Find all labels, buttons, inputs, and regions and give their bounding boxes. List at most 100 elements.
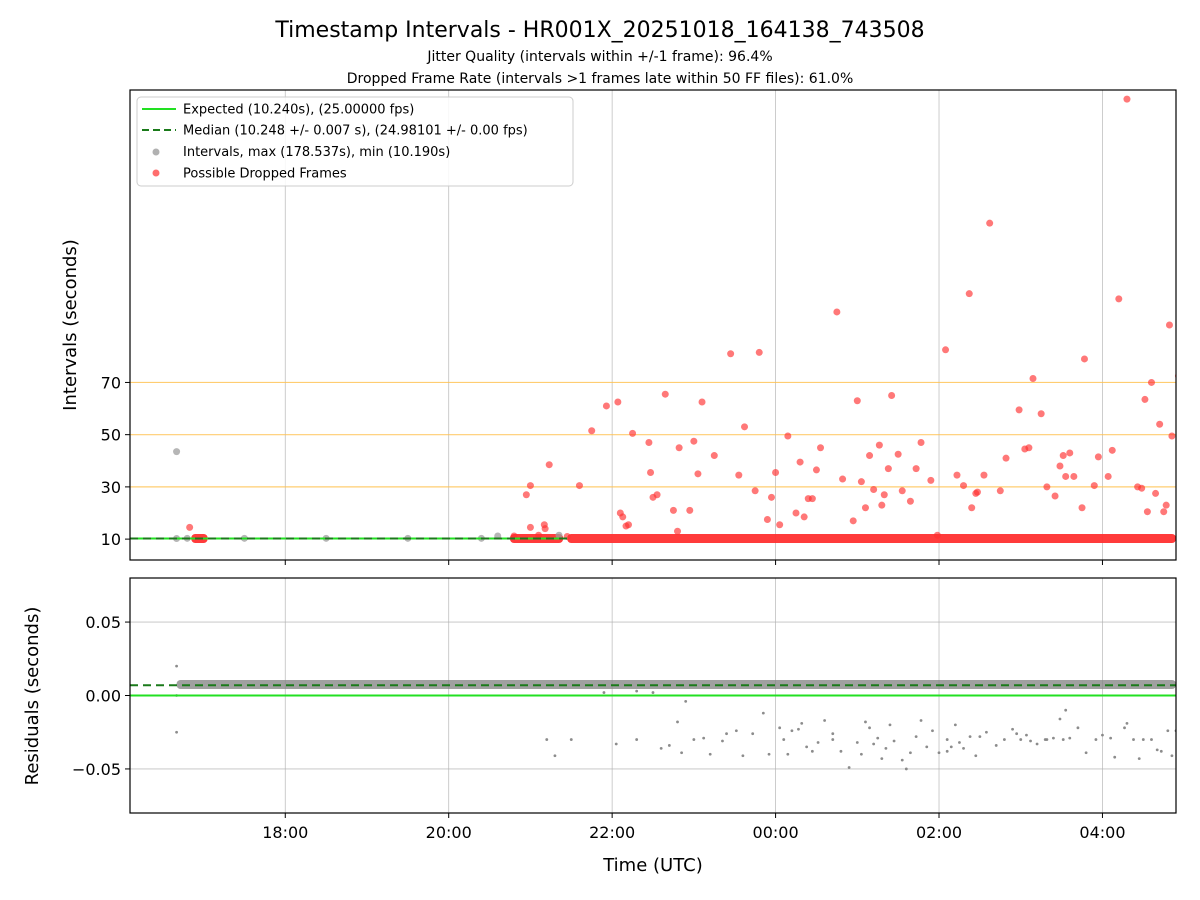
intervals-possible-dropped-frames-point-106 bbox=[1156, 420, 1164, 428]
residuals-residuals-point-5 bbox=[614, 742, 618, 746]
intervals-possible-dropped-frames-point-65 bbox=[912, 465, 920, 473]
residuals-residuals-point-55 bbox=[958, 741, 961, 744]
intervals-possible-dropped-frames-point-34 bbox=[741, 423, 749, 431]
intervals-possible-dropped-frames-point-43 bbox=[796, 458, 804, 466]
intervals-possible-dropped-frames-point-67 bbox=[927, 476, 935, 484]
x-axis-label: Time (UTC) bbox=[602, 855, 703, 876]
residuals-residuals-point-40 bbox=[880, 757, 884, 761]
residuals-residuals-point-53 bbox=[949, 745, 953, 749]
residuals-residuals-point-65 bbox=[1025, 733, 1028, 737]
intervals-possible-dropped-frames-point-63 bbox=[898, 487, 906, 495]
intervals-possible-dropped-frames-point-66 bbox=[917, 439, 925, 446]
intervals-possible-dropped-frames-point-4 bbox=[526, 523, 534, 531]
residuals-ytick-label-2: 0.05 bbox=[85, 613, 121, 632]
intervals-possible-dropped-frames-point-78 bbox=[996, 487, 1004, 495]
intervals-possible-dropped-frames-point-77 bbox=[986, 219, 994, 227]
intervals-ytick-label-3: 70 bbox=[101, 373, 121, 392]
intervals-possible-dropped-frames-point-62 bbox=[894, 450, 902, 458]
residuals-residuals-point-1 bbox=[175, 730, 178, 734]
intervals-possible-dropped-frames-point-57 bbox=[875, 441, 883, 449]
residuals-xtick-label-3: 00:00 bbox=[753, 823, 799, 842]
residuals-residuals-point-50 bbox=[931, 729, 934, 733]
residuals-residuals-point-19 bbox=[761, 711, 765, 715]
intervals-possible-dropped-frames-point-48 bbox=[817, 444, 825, 452]
intervals-possible-dropped-frames-point-79 bbox=[1002, 454, 1010, 462]
intervals-possible-dropped-frames-point-73 bbox=[968, 504, 976, 512]
residuals-residuals-point-80 bbox=[1132, 738, 1135, 741]
residuals-residuals-point-49 bbox=[925, 745, 929, 749]
residuals-residuals-point-6 bbox=[635, 738, 639, 741]
intervals-possible-dropped-frames-point-82 bbox=[1025, 444, 1033, 452]
intervals-possible-dropped-frames-point-13 bbox=[614, 398, 622, 406]
intervals-possible-dropped-frames-point-12 bbox=[602, 402, 610, 410]
intervals-possible-dropped-frames-point-42 bbox=[792, 509, 800, 517]
residuals-residuals-point-98 bbox=[651, 691, 655, 694]
intervals-possible-dropped-frames-point-46 bbox=[808, 495, 816, 503]
intervals-possible-dropped-frames-point-23 bbox=[661, 390, 669, 398]
residuals-residuals-point-91 bbox=[831, 738, 835, 741]
residuals-residuals-point-93 bbox=[1015, 732, 1019, 736]
intervals-possible-dropped-frames-point-40 bbox=[772, 469, 780, 477]
residuals-residuals-point-75 bbox=[1094, 738, 1098, 741]
residuals-residuals-point-72 bbox=[1068, 736, 1072, 740]
intervals-possible-dropped-frames-point-85 bbox=[1043, 483, 1051, 491]
residuals-residuals-point-82 bbox=[1141, 738, 1145, 741]
intervals-possible-dropped-frames-point-15 bbox=[619, 513, 627, 521]
residuals-residuals-point-24 bbox=[790, 729, 794, 733]
intervals-possible-dropped-frames-point-84 bbox=[1037, 410, 1045, 418]
chart-title: Timestamp Intervals - HR001X_20251018_16… bbox=[274, 18, 924, 43]
intervals-possible-dropped-frames-point-91 bbox=[1070, 472, 1078, 480]
intervals-possible-dropped-frames-point-0 bbox=[186, 523, 194, 531]
intervals-possible-dropped-frames-point-109 bbox=[1165, 321, 1173, 329]
residuals-residuals-point-26 bbox=[800, 722, 804, 725]
residuals-residuals-point-62 bbox=[1002, 738, 1006, 741]
residuals-residuals-point-46 bbox=[909, 751, 912, 755]
residuals-residuals-point-90 bbox=[725, 732, 728, 736]
residuals-residuals-point-3 bbox=[553, 754, 557, 758]
legend-box bbox=[136, 96, 574, 187]
residuals-xtick-label-4: 02:00 bbox=[916, 823, 962, 842]
intervals-possible-dropped-frames-point-93 bbox=[1080, 355, 1088, 363]
legend-intervals-marker bbox=[152, 148, 160, 156]
residuals-residuals-point-0 bbox=[175, 664, 178, 668]
residuals-residuals-point-83 bbox=[1150, 738, 1153, 741]
intervals-possible-dropped-frames-point-68 bbox=[933, 531, 941, 539]
residuals-residuals-point-7 bbox=[659, 746, 663, 750]
intervals-panel: 10 30 50 70 Intervals (seconds) Expected (1… bbox=[60, 89, 1177, 565]
intervals-possible-dropped-frames-point-32 bbox=[727, 350, 735, 358]
residuals-residuals-point-69 bbox=[1052, 736, 1055, 740]
intervals-possible-dropped-frames-point-29 bbox=[694, 470, 702, 478]
residuals-residuals-point-94 bbox=[1045, 738, 1049, 741]
residuals-residuals-point-89 bbox=[545, 738, 549, 741]
residuals-xtick-label-1: 20:00 bbox=[426, 823, 472, 842]
residuals-residuals-point-20 bbox=[767, 752, 771, 756]
intervals-possible-dropped-frames-point-53 bbox=[857, 478, 865, 486]
intervals-possible-dropped-frames-point-17 bbox=[624, 521, 632, 529]
intervals-ytick-label-0: 10 bbox=[101, 530, 121, 549]
intervals-possible-dropped-frames-point-71 bbox=[960, 482, 968, 490]
chart-subtitle-dropped: Dropped Frame Rate (intervals >1 frames … bbox=[347, 71, 854, 87]
residuals-residuals-point-85 bbox=[1159, 749, 1163, 753]
residuals-residuals-point-84 bbox=[1155, 748, 1159, 752]
residuals-residuals-point-32 bbox=[839, 749, 843, 753]
intervals-ticks: 10 30 50 70 bbox=[101, 373, 1103, 565]
intervals-possible-dropped-frames-point-55 bbox=[866, 452, 874, 460]
intervals-possible-dropped-frames-point-31 bbox=[710, 452, 718, 460]
residuals-residuals-point-35 bbox=[859, 752, 863, 756]
intervals-intervals-point-0 bbox=[173, 448, 181, 456]
residuals-residuals-point-45 bbox=[904, 767, 908, 771]
residuals-residuals-point-95 bbox=[1064, 708, 1068, 712]
intervals-possible-dropped-frames-point-49 bbox=[833, 308, 841, 316]
residuals-ytick-label-0: −0.05 bbox=[72, 760, 121, 779]
residuals-residuals-point-36 bbox=[864, 720, 867, 724]
intervals-possible-dropped-frames-point-61 bbox=[888, 392, 896, 399]
residuals-residuals-point-71 bbox=[1061, 738, 1065, 741]
intervals-ytick-label-2: 50 bbox=[101, 426, 121, 445]
intervals-possible-dropped-frames-point-8 bbox=[545, 461, 553, 469]
intervals-possible-dropped-frames-point-52 bbox=[853, 397, 861, 405]
intervals-possible-dropped-frames-point-72 bbox=[965, 290, 973, 298]
residuals-residuals-point-25 bbox=[797, 727, 800, 731]
intervals-possible-dropped-frames-point-107 bbox=[1160, 508, 1168, 516]
intervals-possible-dropped-frames-point-70 bbox=[953, 471, 961, 479]
